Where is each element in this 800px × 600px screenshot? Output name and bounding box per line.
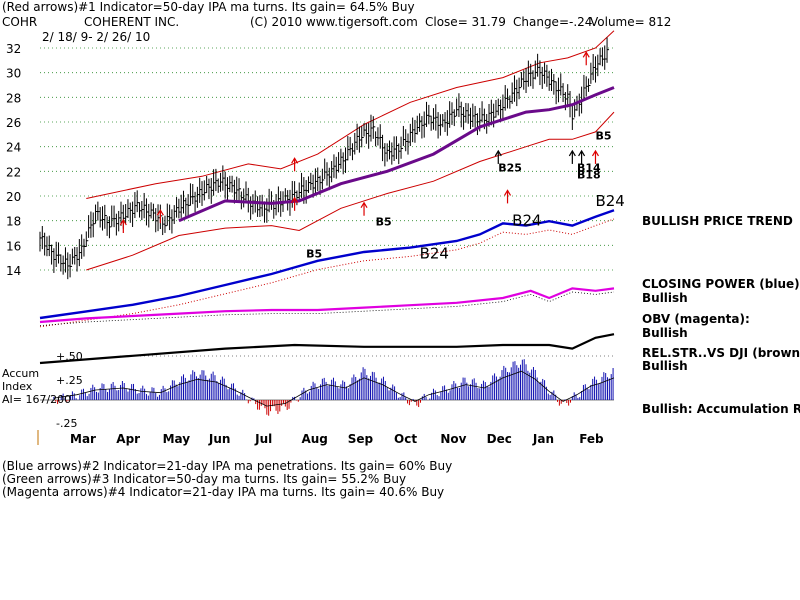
red-arrow-head — [291, 157, 299, 164]
y-tick-label: 26 — [6, 116, 21, 130]
accum-tick-050: +.50 — [56, 350, 83, 363]
obv-label: OBV (magenta): — [642, 312, 750, 326]
company-name: COHERENT INC. — [84, 15, 179, 29]
indicator-4-line: (Magenta arrows)#4 Indicator=21-day IPA … — [2, 485, 444, 499]
y-tick-label: 18 — [6, 215, 21, 229]
moving-average — [178, 86, 615, 223]
ai-score: AI= 167/200 — [2, 393, 71, 406]
month-label: Jul — [254, 432, 272, 446]
obv-state: Bullish — [642, 326, 688, 340]
y-tick-label: 24 — [6, 141, 21, 155]
volume: Volume= 812 — [590, 15, 671, 29]
indicator-3-line: (Green arrows)#3 Indicator=50-day ma tur… — [2, 472, 406, 486]
y-tick-label: 28 — [6, 91, 21, 105]
accum-label: Accum — [2, 367, 39, 380]
bollinger-bands — [86, 30, 615, 271]
upper-band — [86, 30, 615, 199]
red-arrow-head — [504, 189, 512, 196]
black-arrow-head — [568, 149, 576, 157]
accumulation-state: Bullish: Accumulation Rising — [642, 402, 800, 416]
month-label: May — [163, 432, 191, 446]
lower-band — [86, 111, 615, 271]
indicator-1-line: (Red arrows)#1 Indicator=50-day IPA ma t… — [2, 0, 415, 14]
buy-signal-label: B5 — [595, 129, 611, 142]
month-label: Jun — [208, 432, 231, 446]
closing-power-label: CLOSING POWER (blue): — [642, 277, 800, 291]
bullish-price-trend-label: BULLISH PRICE TREND — [642, 214, 793, 228]
accum-ma — [53, 370, 615, 407]
red-arrow-head — [119, 218, 127, 226]
red-arrow-head — [360, 201, 368, 209]
month-label: Oct — [394, 432, 417, 446]
close-price: Close= 31.79 — [425, 15, 506, 29]
red-arrow-head — [156, 208, 164, 216]
y-tick-label: 14 — [6, 264, 21, 278]
month-axis: Mar Apr May Jun Jul Aug Sep Oct Nov Dec Jan Feb — [37, 430, 604, 446]
month-label: Sep — [348, 432, 374, 446]
relstr-state: Bullish — [642, 359, 688, 373]
red-arrow-head — [291, 196, 299, 204]
accumulation-panel — [40, 359, 615, 416]
obv-line — [39, 287, 615, 324]
price-bars — [39, 37, 610, 280]
relative-strength-panel — [39, 333, 615, 365]
copyright-text: (C) 2010 www.tigersoft.com — [250, 15, 418, 29]
closing-power-signal: B24 — [420, 245, 449, 263]
price-axis: 14 16 18 20 22 24 26 28 30 32 — [6, 42, 21, 278]
accum-tick-025: +.25 — [56, 374, 83, 387]
red-arrow-head — [591, 149, 599, 157]
relstr-line — [39, 333, 615, 365]
black-arrow-head — [494, 149, 502, 157]
indicator-2-line: (Blue arrows)#2 Indicator=21-day IPA ma … — [2, 459, 452, 473]
closing-power-state: Bullish — [642, 291, 688, 305]
accum-tick-neg025: -.25 — [56, 417, 77, 430]
month-label: Apr — [116, 432, 140, 446]
buy-signal-label: B5 — [376, 216, 392, 229]
buy-signal-label: B14 — [577, 161, 601, 174]
closing-power-panel: B24 B24 B24 — [39, 192, 625, 328]
y-tick-label: 20 — [6, 190, 21, 204]
closing-power-signal: B24 — [512, 212, 541, 230]
month-label: Nov — [440, 432, 466, 446]
ticker-symbol: COHR — [2, 15, 37, 29]
buy-signal-label: B5 — [306, 248, 322, 261]
buy-signal-label: B18 — [577, 169, 601, 182]
month-label: Dec — [487, 432, 512, 446]
y-tick-label: 30 — [6, 67, 21, 81]
y-tick-label: 16 — [6, 239, 21, 253]
ma50-line — [178, 86, 615, 223]
red-arrow-head — [582, 51, 590, 58]
date-range: 2/ 18/ 9- 2/ 26/ 10 — [42, 30, 150, 44]
month-label: Jan — [532, 432, 554, 446]
y-tick-label: 22 — [6, 165, 21, 179]
index-label: Index — [2, 380, 33, 393]
month-label: Mar — [70, 432, 96, 446]
obv-panel — [39, 287, 615, 326]
y-tick-label: 32 — [6, 42, 21, 56]
black-arrow-head — [578, 149, 586, 157]
month-label: Aug — [301, 432, 327, 446]
price-change: Change=-.24 — [513, 15, 592, 29]
relstr-label: REL.STR..VS DJI (brown): — [642, 346, 800, 360]
month-label: Feb — [579, 432, 604, 446]
closing-power-signal: B24 — [595, 192, 624, 210]
closing-power-line — [39, 209, 615, 320]
buy-signal-label: B25 — [498, 161, 522, 174]
closing-power-ma — [39, 218, 615, 328]
